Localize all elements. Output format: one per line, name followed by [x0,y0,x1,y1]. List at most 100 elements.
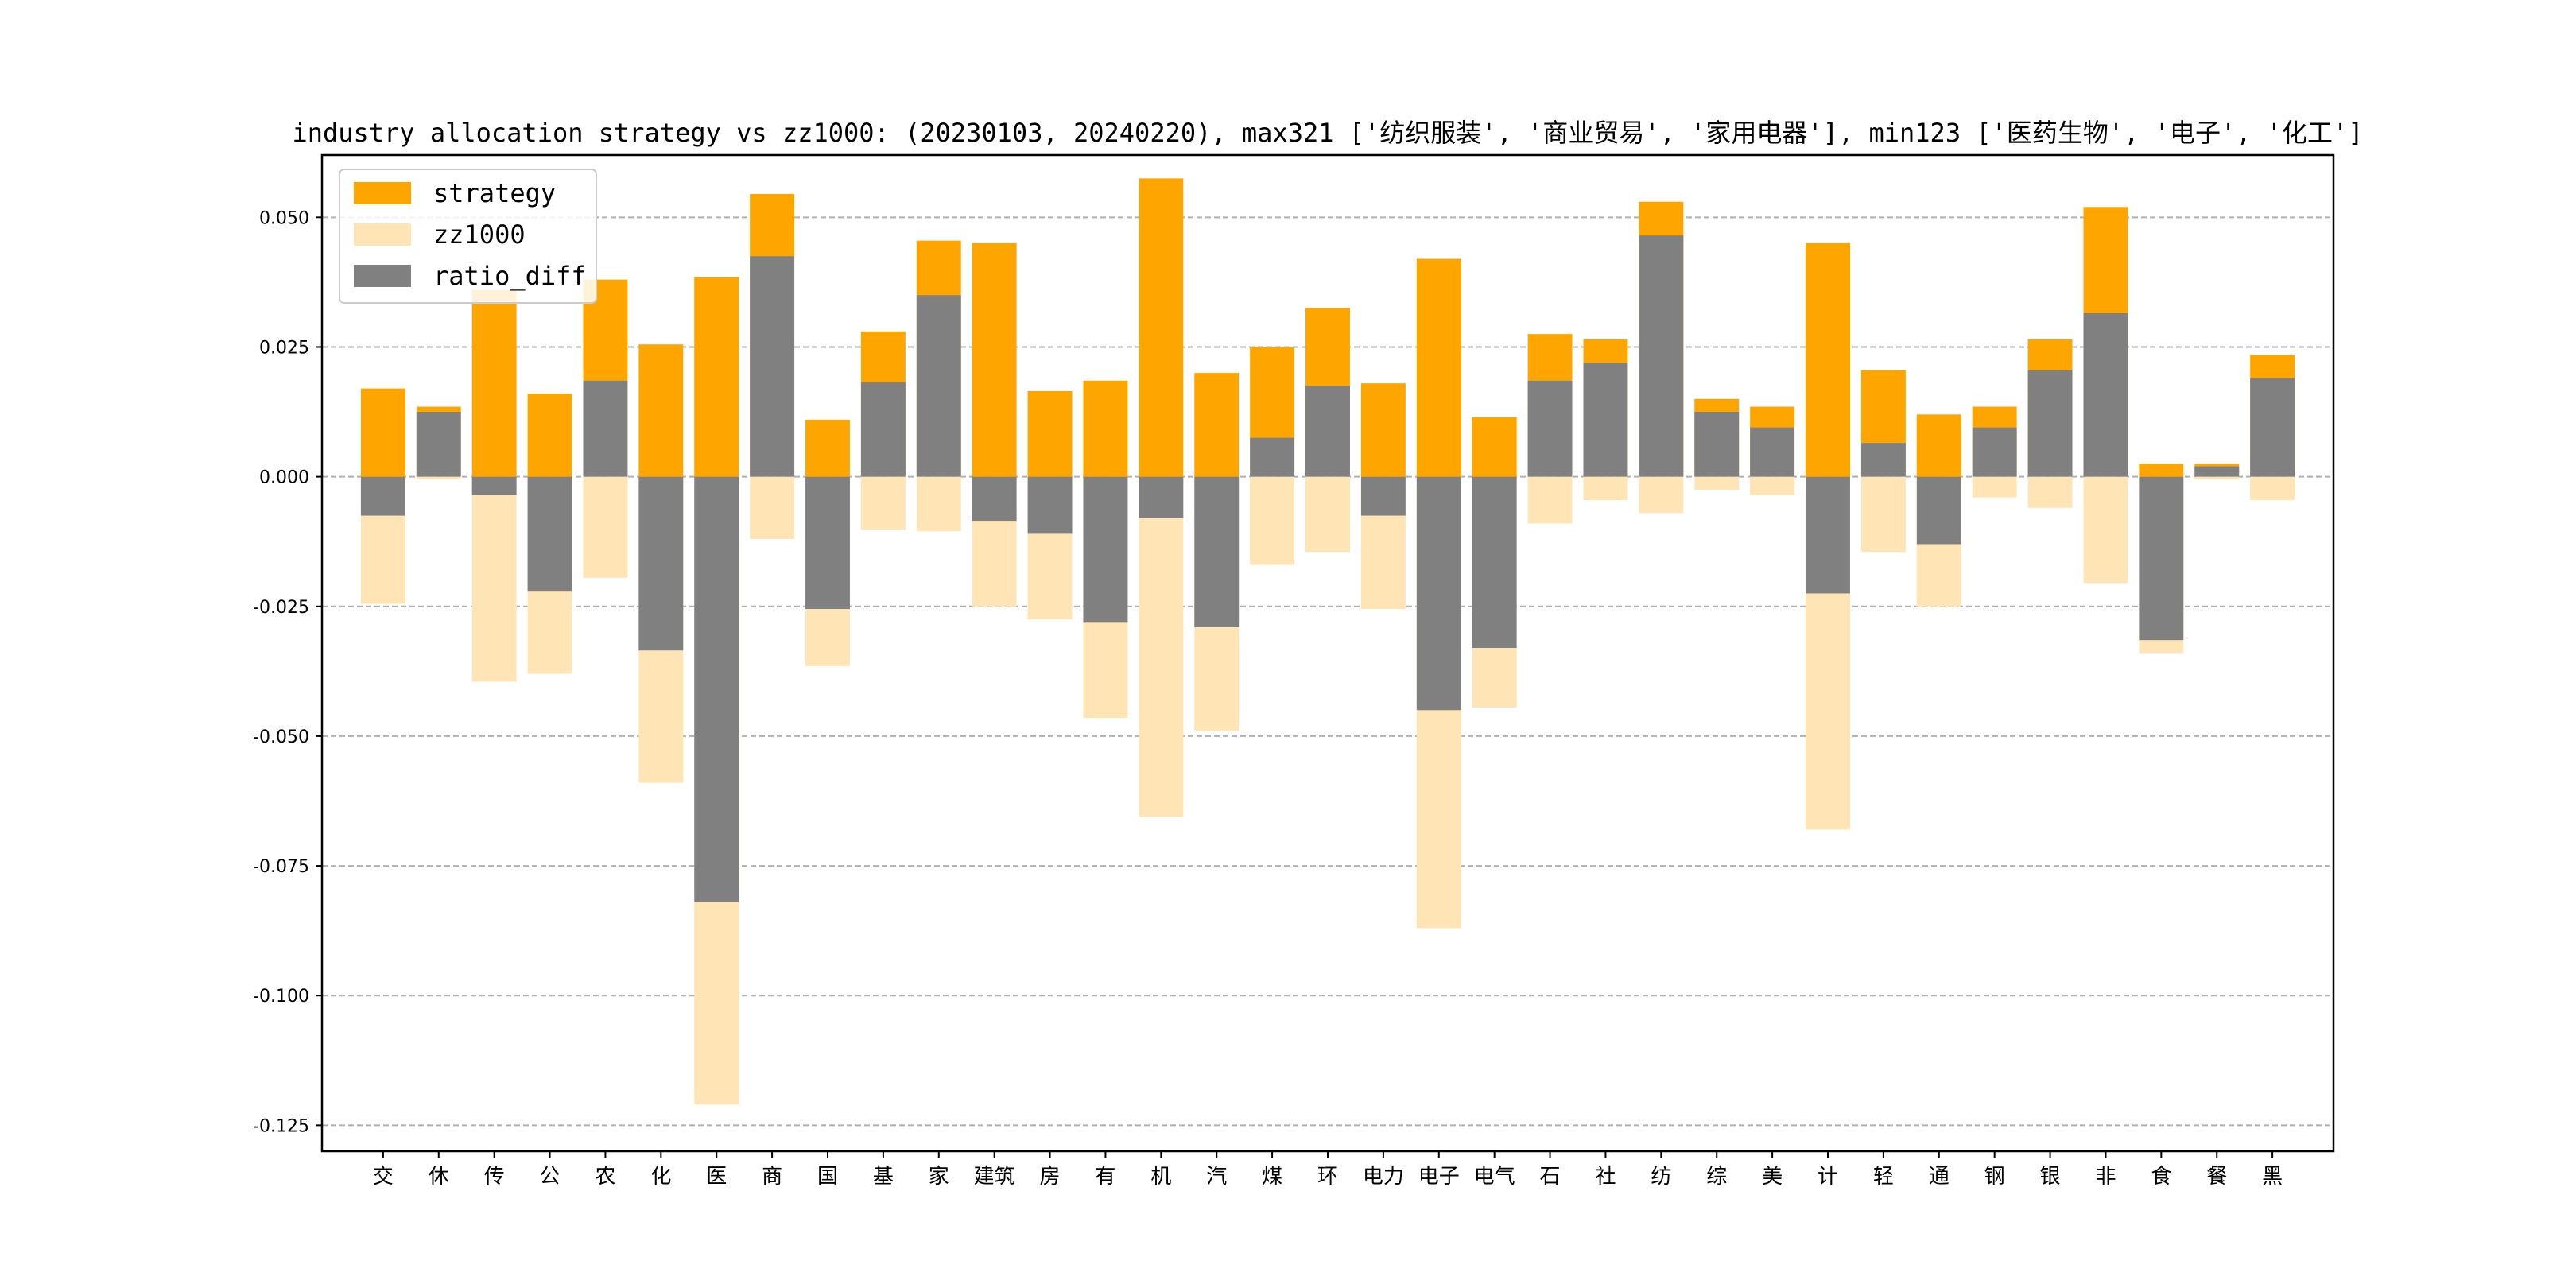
bar-zz1000 [471,476,517,682]
bar-ratio_diff [1139,476,1184,518]
bar-zz1000 [1527,476,1573,524]
x-tick-label: 银 [2040,1165,2061,1189]
bar-ratio_diff [1916,476,1961,545]
bar-ratio_diff [2027,370,2073,477]
x-tick-label: 纺 [1651,1165,1671,1189]
y-tick-label: -0.100 [253,987,309,1007]
bars [360,178,2295,1105]
bar-ratio_diff [860,382,906,477]
x-tick-label: 轻 [1873,1165,1894,1189]
legend-swatch-zz1000 [354,223,411,246]
bar-zz1000 [1860,476,1906,553]
x-tick-label: 房 [1040,1165,1061,1189]
y-tick-label: -0.050 [253,727,309,747]
x-tick-label: 黑 [2262,1165,2283,1189]
x-tick-label: 公 [540,1165,561,1189]
bar-ratio_diff [694,476,739,902]
bar-ratio_diff [1472,476,1517,648]
bar-ratio_diff [416,412,461,477]
x-tick-label: 电气 [1474,1165,1515,1189]
bar-ratio_diff [471,476,517,495]
bar-ratio_diff [1750,427,1795,477]
bar-zz1000 [1139,476,1184,817]
x-tick-label: 建筑 [974,1165,1015,1189]
x-tick-label: 钢 [1984,1165,2005,1189]
bar-zz1000 [2194,476,2240,479]
legend-label-strategy: strategy [433,178,556,208]
bar-strategy [638,344,684,477]
x-tick-label: 餐 [2206,1165,2227,1189]
x-tick-label: 机 [1150,1165,1171,1189]
bar-zz1000 [583,476,628,578]
bar-strategy [1806,242,1850,477]
bar-strategy [1416,258,1461,477]
bar-zz1000 [2250,476,2295,500]
x-tick-label: 电子 [1418,1165,1460,1189]
x-tick-label: 商 [762,1165,782,1189]
bar-ratio_diff [583,380,628,477]
bar-ratio_diff [1360,476,1406,516]
bar-ratio_diff [1694,412,1740,477]
x-tick-label: 非 [2095,1165,2116,1189]
bar-strategy [1916,414,1961,477]
bar-zz1000 [1972,476,2017,498]
bar-ratio_diff [1583,363,1628,477]
bar-strategy [805,419,850,477]
bar-ratio_diff [1250,437,1295,477]
bar-ratio_diff [1860,443,1906,477]
bar-ratio_diff [805,476,850,610]
x-tick-label: 国 [817,1165,838,1189]
bar-ratio_diff [527,476,572,592]
x-tick-label: 食 [2151,1165,2171,1189]
legend: strategy zz1000 ratio_diff [339,169,597,304]
y-tick-label: -0.125 [253,1116,309,1136]
legend-label-zz1000: zz1000 [433,219,526,250]
bar-ratio_diff [2139,476,2184,641]
x-tick-label: 有 [1095,1165,1115,1189]
x-axis-ticks: 交 休 传 公 农 化 医 商 国 基 家 建筑 房 有 机 汽 煤 环 电力 电子 电气 石 社 纺 综 美 计 轻 通 钢 银 非 食 餐 黑 [373,1151,2283,1189]
bar-ratio_diff [1972,427,2017,477]
x-tick-label: 交 [373,1165,394,1189]
y-tick-label: 0.025 [259,338,309,358]
bar-ratio_diff [1083,476,1128,623]
bar-zz1000 [1583,476,1628,500]
y-tick-label: -0.075 [253,857,309,877]
x-tick-label: 通 [1929,1165,1949,1189]
bar-strategy [471,289,517,477]
bar-ratio_diff [750,256,795,477]
bar-strategy [972,242,1017,477]
bar-ratio_diff [1639,235,1684,477]
bar-ratio_diff [1305,386,1350,477]
x-tick-label: 农 [595,1165,615,1189]
x-tick-label: 综 [1706,1165,1727,1189]
bar-ratio_diff [638,476,684,651]
bar-ratio_diff [1806,476,1850,594]
bar-ratio_diff [2194,466,2240,477]
bar-ratio_diff [2083,313,2128,477]
bar-zz1000 [916,476,961,532]
bar-strategy [2139,464,2184,477]
x-tick-label: 社 [1595,1165,1616,1189]
bar-zz1000 [1639,476,1684,514]
bar-strategy [1194,373,1240,477]
bar-ratio_diff [1416,476,1461,711]
bar-zz1000 [2027,476,2073,508]
y-tick-label: 0.000 [259,468,309,488]
x-tick-label: 煤 [1262,1165,1282,1189]
bar-ratio_diff [1194,476,1240,627]
bar-ratio_diff [1527,380,1573,477]
bar-strategy [1139,178,1184,477]
x-tick-label: 计 [1818,1165,1838,1189]
bar-strategy [694,277,739,477]
x-tick-label: 汽 [1206,1165,1227,1189]
bar-zz1000 [1250,476,1295,565]
bar-zz1000 [1750,476,1795,495]
bar-zz1000 [416,476,461,479]
legend-swatch-strategy [354,182,411,204]
bar-strategy [1027,390,1073,477]
bar-strategy [1472,417,1517,477]
bar-zz1000 [1694,476,1740,490]
x-tick-label: 医 [706,1165,727,1189]
bar-strategy [1360,383,1406,477]
